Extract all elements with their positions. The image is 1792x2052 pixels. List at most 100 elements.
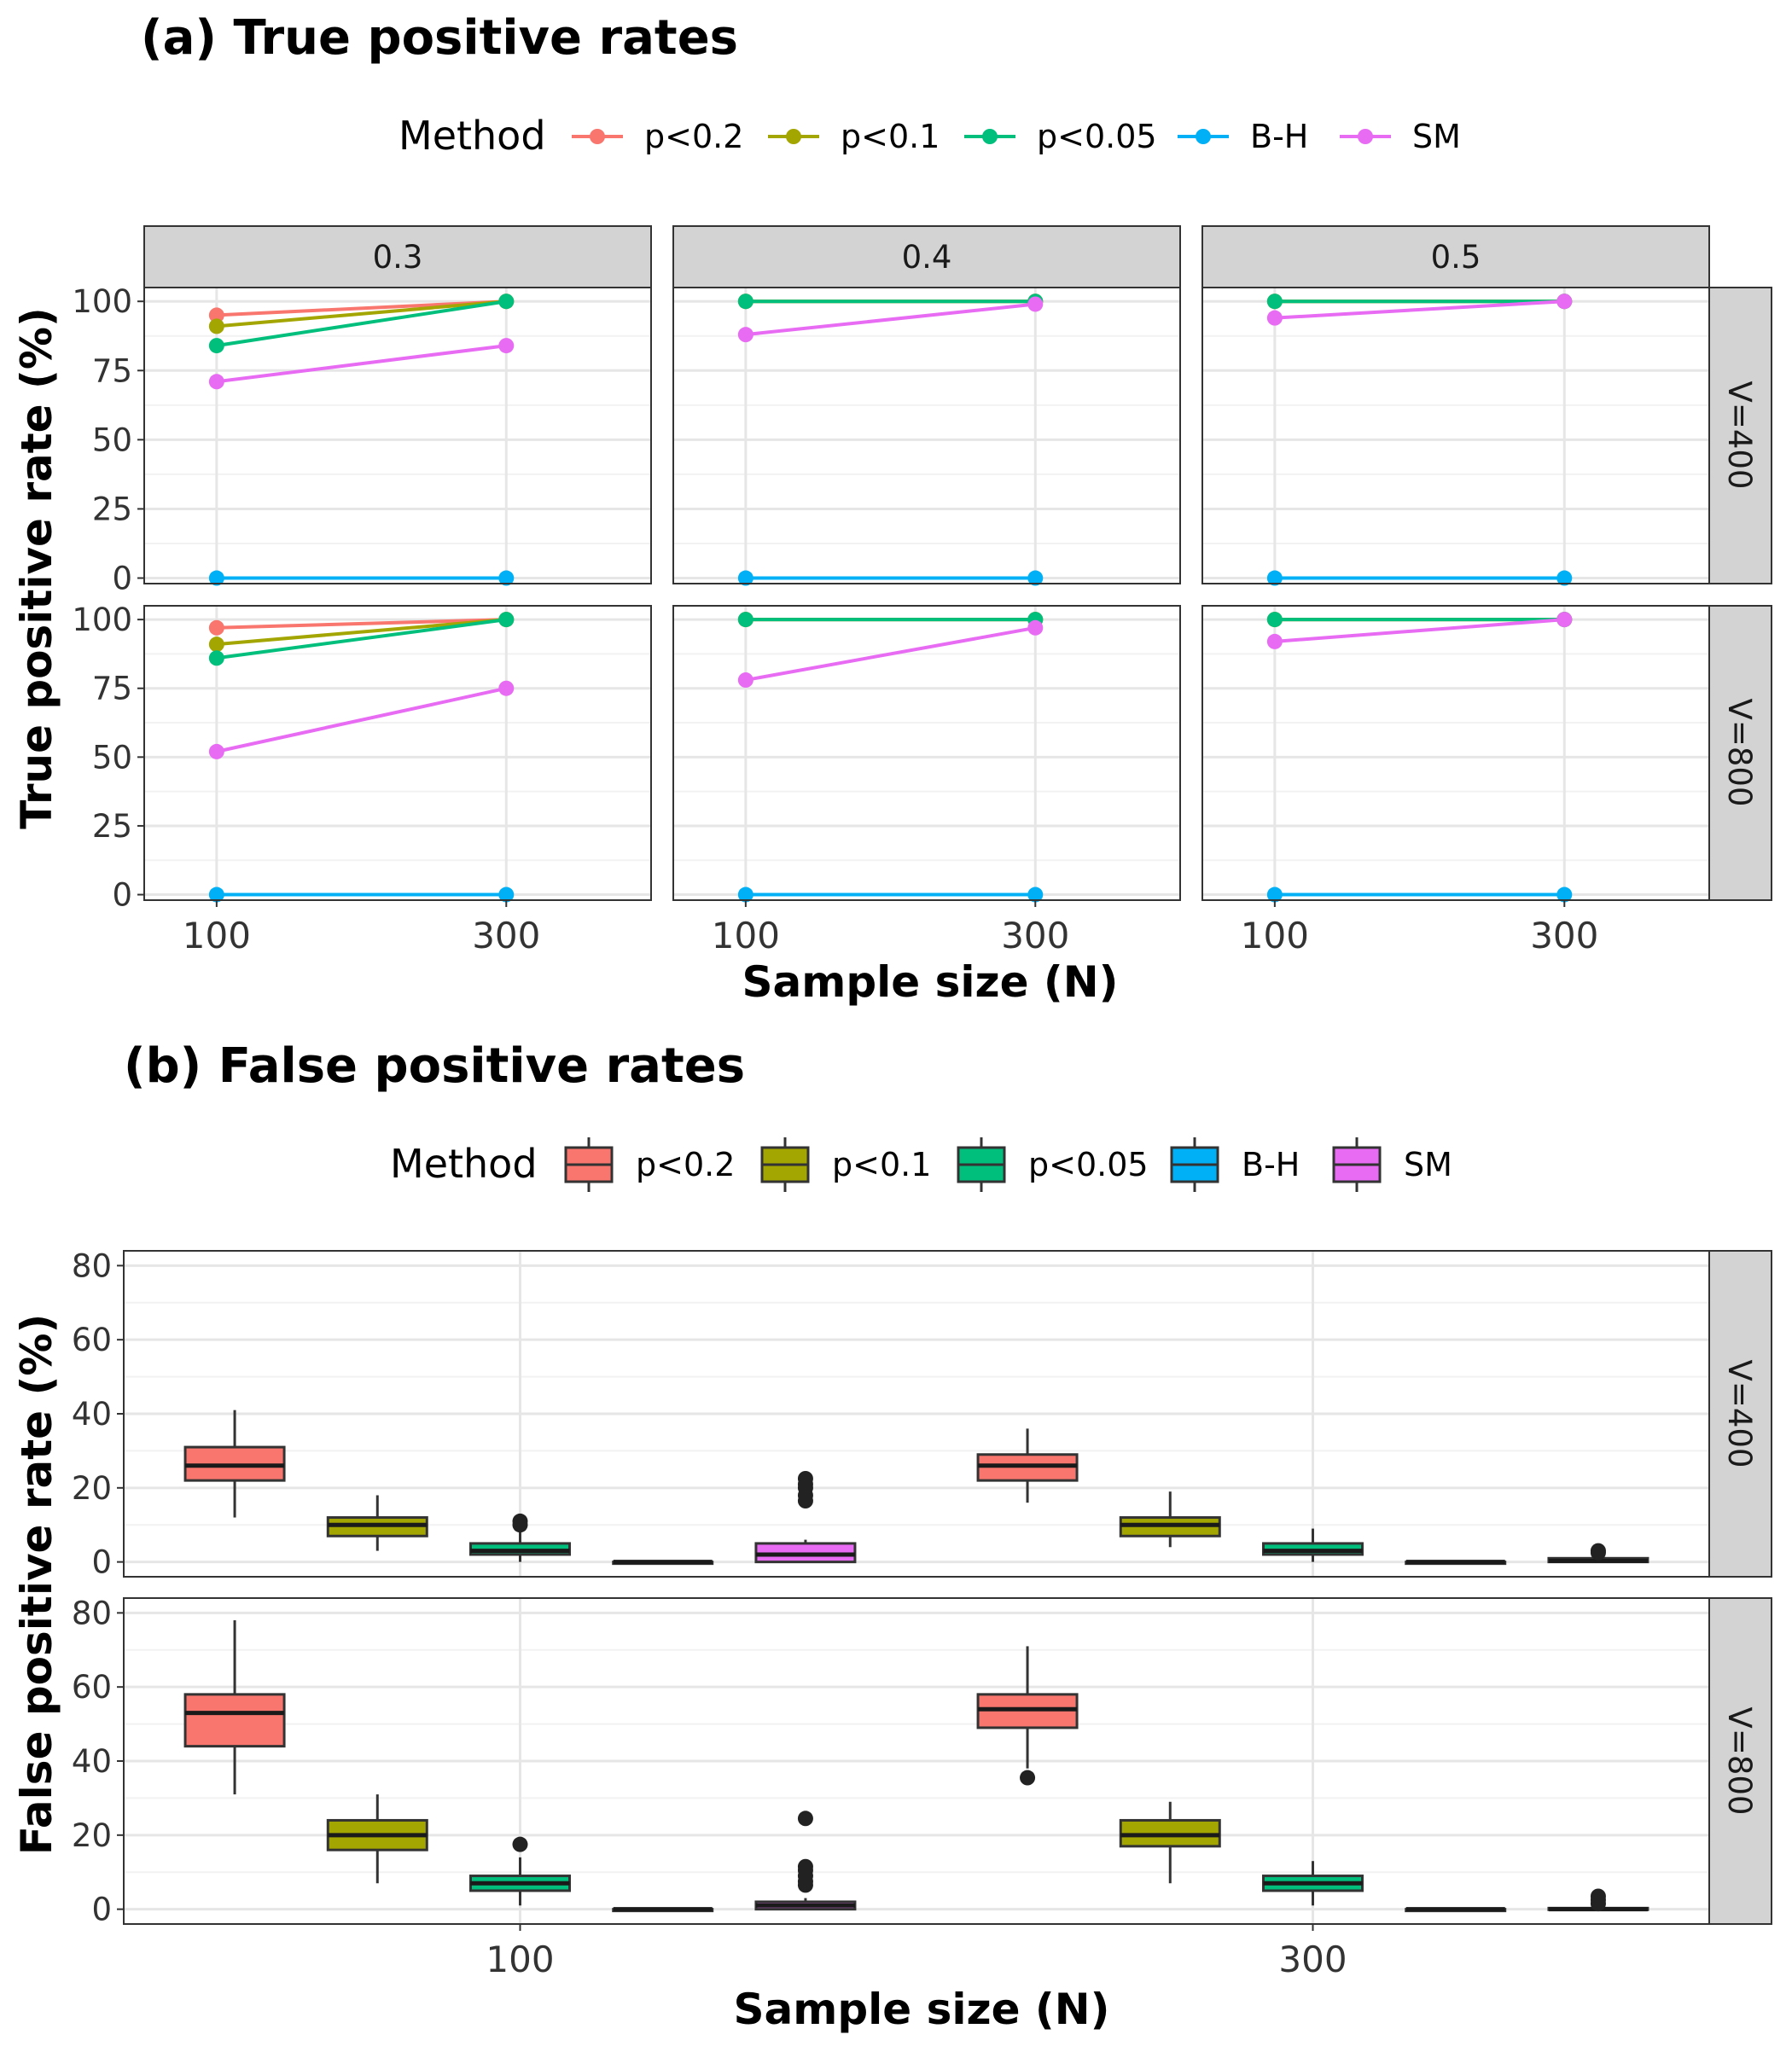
panel-v-800-0-3: 0 25 50 75 100 100 300 xyxy=(72,602,652,956)
box-iqr xyxy=(183,1693,286,1748)
legend-key-point-sm xyxy=(1358,129,1373,144)
legend-label-b-h: B-H xyxy=(1250,118,1308,155)
series-line-p-0-1 xyxy=(216,299,507,328)
series-line-p-0-2 xyxy=(216,299,507,317)
box-p-0-2-n300 xyxy=(976,1646,1079,1786)
outlier-point xyxy=(512,1513,528,1529)
series-line-sm xyxy=(745,625,1036,683)
y-tick-label: 75 xyxy=(92,671,132,707)
y-tick-label: 20 xyxy=(72,1817,112,1854)
panel-border xyxy=(143,287,652,584)
panel-v-800-0-5: 100 300 xyxy=(1201,605,1710,956)
x-tick-label: 300 xyxy=(1001,915,1069,956)
y-tick-label: 50 xyxy=(92,421,132,458)
box-sm-n300 xyxy=(1547,1543,1649,1564)
strip-col-2 xyxy=(672,225,1181,288)
box-p-0-1-n300 xyxy=(1119,1801,1221,1884)
strip-row-2-label: V=800 xyxy=(1721,699,1758,807)
series-line-sm xyxy=(1274,618,1565,643)
y-tick-label: 60 xyxy=(72,1669,112,1706)
series-point-sm xyxy=(208,374,224,390)
legend-key-point-p-0-2 xyxy=(590,129,605,144)
legend-label-sm: SM xyxy=(1404,1146,1452,1183)
series-point-p-0-05 xyxy=(737,294,753,310)
panel-v-400: 0 20 40 60 80 xyxy=(72,1247,1710,1581)
chart-a-legend-title: Method xyxy=(399,113,546,159)
series-point-b-h xyxy=(1266,570,1283,586)
box-p-0-2-n300 xyxy=(976,1428,1079,1503)
box-p-0-1-n300 xyxy=(1119,1491,1221,1548)
outlier-point xyxy=(512,1836,528,1852)
chart-a-col-strips: 0.3 0.4 0.5 xyxy=(143,225,1710,288)
chart-b-row-strips: V=400 V=800 xyxy=(1708,1250,1772,1925)
y-tick-label: 25 xyxy=(92,491,132,527)
y-tick-label: 100 xyxy=(72,602,132,638)
series-point-sm xyxy=(498,680,515,696)
strip-row-2 xyxy=(1708,1597,1772,1925)
y-tick-label: 40 xyxy=(72,1743,112,1780)
outlier-point xyxy=(797,1811,813,1827)
legend-label-p-0-2: p<0.2 xyxy=(636,1146,735,1183)
strip-row-2 xyxy=(1708,605,1772,901)
series-point-p-0-2 xyxy=(208,619,224,636)
series-line-sm xyxy=(216,344,507,384)
chart-b-y-axis-title: False positive rate (%) xyxy=(12,1314,61,1856)
panel-border xyxy=(1201,287,1710,584)
series-point-b-h xyxy=(208,570,224,586)
legend-label-p-0-05: p<0.05 xyxy=(1028,1146,1149,1183)
panel-border xyxy=(143,605,652,901)
panel-border xyxy=(672,605,1181,901)
x-tick-label: 100 xyxy=(486,1939,554,1980)
box-sm-n100 xyxy=(754,1811,857,1911)
legend-label-p-0-1: p<0.1 xyxy=(832,1146,931,1183)
y-tick-label: 0 xyxy=(112,561,132,597)
legend-label-b-h: B-H xyxy=(1242,1146,1300,1183)
series-point-sm xyxy=(1027,619,1044,636)
panel-v-800: 0 20 40 60 80 100 300 xyxy=(72,1595,1710,1980)
chart-b-title: (b) False positive rates xyxy=(124,1038,745,1094)
x-tick-label: 300 xyxy=(472,915,540,956)
series-point-p-0-05 xyxy=(1266,612,1283,628)
series-point-p-0-2 xyxy=(208,307,224,323)
series-point-b-h xyxy=(498,886,515,903)
x-tick-label: 300 xyxy=(1530,915,1598,956)
outlier-point xyxy=(1020,1770,1036,1786)
series-line-p-0-1 xyxy=(216,618,507,647)
series-point-b-h xyxy=(737,886,753,903)
panel-border xyxy=(1201,605,1710,901)
series-point-p-0-05 xyxy=(1266,294,1283,310)
series-point-p-0-1 xyxy=(208,318,224,334)
strip-row-2-label: V=800 xyxy=(1721,1707,1758,1816)
box-sm-n100 xyxy=(754,1470,857,1564)
legend-label-p-0-1: p<0.1 xyxy=(841,118,940,155)
series-point-b-h xyxy=(1556,570,1573,586)
series-line-p-0-2 xyxy=(216,618,507,630)
x-tick-label: 300 xyxy=(1278,1939,1347,1980)
strip-col-3-label: 0.5 xyxy=(1431,239,1481,276)
box-p-0-2-n100 xyxy=(183,1410,286,1518)
chart-a-y-axis-title: True positive rate (%) xyxy=(12,307,61,829)
panel-v-400-0-5 xyxy=(1201,287,1710,586)
series-point-b-h xyxy=(737,570,753,586)
series-point-sm xyxy=(737,327,753,343)
box-b-h-n100 xyxy=(612,1560,714,1566)
strip-col-1-label: 0.3 xyxy=(373,239,423,276)
legend-label-p-0-05: p<0.05 xyxy=(1037,118,1157,155)
strip-col-1 xyxy=(143,225,652,288)
series-point-sm xyxy=(1266,310,1283,326)
box-sm-n300 xyxy=(1547,1888,1649,1912)
series-point-b-h xyxy=(498,570,515,586)
panel-v-800-0-4: 100 300 xyxy=(672,605,1181,956)
outlier-point xyxy=(1590,1543,1606,1559)
y-tick-label: 60 xyxy=(72,1322,112,1358)
series-point-sm xyxy=(1266,633,1283,649)
series-point-sm xyxy=(208,743,224,759)
series-point-sm xyxy=(498,338,515,354)
chart-a-x-axis-title: Sample size (N) xyxy=(742,957,1119,1007)
chart-a-panels: 0 25 50 75 100 0 25 50 75 100 100 300 100 300 100 300 xyxy=(72,283,1710,956)
strip-row-1-label: V=400 xyxy=(1721,1360,1758,1468)
series-point-sm xyxy=(1556,294,1573,310)
box-b-h-n100 xyxy=(612,1907,714,1913)
box-p-0-05-n100 xyxy=(469,1836,571,1906)
